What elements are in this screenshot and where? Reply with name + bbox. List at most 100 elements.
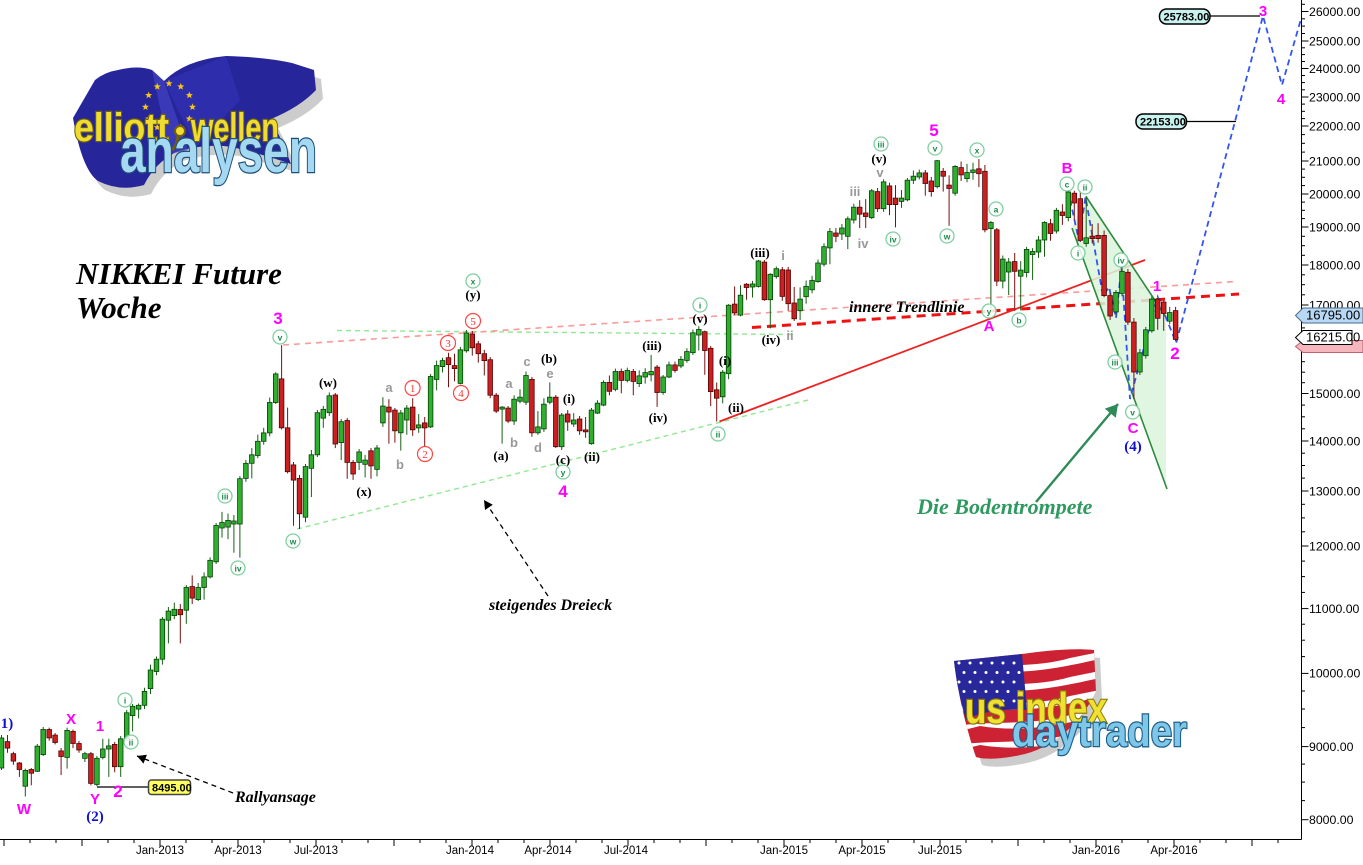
- svg-text:25000.00: 25000.00: [1309, 34, 1360, 48]
- svg-text:16795.00: 16795.00: [1306, 308, 1360, 323]
- svg-text:a: a: [505, 376, 513, 391]
- svg-text:iv: iv: [234, 564, 241, 574]
- svg-text:Apr-2015: Apr-2015: [838, 845, 885, 857]
- svg-text:(x): (x): [356, 484, 371, 499]
- svg-text:(iii): (iii): [750, 245, 770, 260]
- svg-text:ii: ii: [129, 738, 134, 748]
- svg-text:5: 5: [470, 316, 476, 328]
- svg-text:daytrader: daytrader: [1012, 707, 1187, 756]
- svg-text:3: 3: [273, 309, 282, 328]
- svg-text:c: c: [523, 354, 530, 369]
- svg-text:(w): (w): [319, 375, 337, 390]
- svg-text:(iv): (iv): [649, 410, 668, 425]
- svg-text:Rallyansage: Rallyansage: [234, 789, 316, 806]
- svg-text:v: v: [933, 144, 938, 154]
- svg-text:Apr-2014: Apr-2014: [524, 845, 572, 857]
- svg-text:iii: iii: [877, 140, 884, 150]
- svg-text:C: C: [1128, 420, 1139, 437]
- svg-text:22153.00: 22153.00: [1140, 117, 1186, 129]
- svg-text:X: X: [66, 711, 76, 728]
- svg-text:ii: ii: [716, 430, 721, 440]
- svg-text:14000.00: 14000.00: [1309, 434, 1360, 448]
- svg-text:(ii): (ii): [584, 449, 600, 464]
- svg-text:w: w: [289, 537, 297, 547]
- svg-text:iii: iii: [850, 184, 861, 199]
- svg-text:4: 4: [458, 388, 464, 400]
- svg-text:(v): (v): [692, 311, 707, 326]
- svg-text:(i): (i): [563, 391, 575, 406]
- svg-text:22000.00: 22000.00: [1309, 119, 1360, 133]
- svg-text:wellen: wellen: [190, 106, 279, 150]
- svg-text:11000.00: 11000.00: [1309, 602, 1360, 616]
- svg-text:1: 1: [410, 383, 416, 395]
- svg-text:i: i: [781, 248, 785, 263]
- svg-text:x: x: [471, 277, 476, 287]
- svg-text:w: w: [943, 232, 951, 242]
- svg-text:1): 1): [1, 716, 14, 732]
- svg-text:i: i: [124, 696, 126, 706]
- svg-text:v: v: [278, 333, 283, 343]
- svg-text:(ii): (ii): [728, 400, 744, 415]
- svg-text:8000.00: 8000.00: [1309, 813, 1354, 827]
- svg-text:(2): (2): [86, 809, 104, 825]
- svg-text:Jul-2013: Jul-2013: [294, 845, 338, 857]
- svg-text:Y: Y: [90, 791, 100, 808]
- svg-text:4: 4: [1277, 91, 1286, 108]
- svg-text:2: 2: [422, 449, 428, 461]
- svg-text:19000.00: 19000.00: [1309, 220, 1360, 234]
- svg-text:y: y: [987, 307, 992, 317]
- svg-text:v: v: [876, 165, 884, 180]
- svg-text:ii: ii: [786, 328, 793, 343]
- svg-text:21000.00: 21000.00: [1309, 154, 1360, 168]
- svg-text:Jan-2013: Jan-2013: [136, 845, 184, 857]
- svg-text:13000.00: 13000.00: [1309, 484, 1360, 498]
- svg-text:(y): (y): [465, 287, 480, 302]
- svg-text:i: i: [699, 301, 701, 311]
- svg-text:iv: iv: [889, 235, 896, 245]
- svg-text:(v): (v): [871, 151, 886, 166]
- svg-text:Apr-2016: Apr-2016: [1150, 845, 1197, 857]
- svg-text:us index: us index: [965, 684, 1107, 733]
- svg-text:2: 2: [1170, 344, 1179, 363]
- svg-text:analysen: analysen: [120, 117, 317, 186]
- svg-text:NIKKEI Future: NIKKEI Future: [75, 256, 282, 291]
- svg-text:A: A: [984, 318, 995, 335]
- svg-text:Jan-2015: Jan-2015: [760, 845, 808, 857]
- svg-text:3: 3: [1259, 3, 1267, 20]
- svg-text:Jan-2014: Jan-2014: [446, 845, 495, 857]
- svg-text:y: y: [561, 468, 566, 478]
- svg-text:(i): (i): [719, 353, 731, 368]
- svg-text:1: 1: [1153, 278, 1161, 295]
- svg-text:15000.00: 15000.00: [1309, 387, 1360, 401]
- svg-text:(iv): (iv): [762, 332, 781, 347]
- svg-text:1: 1: [96, 718, 104, 735]
- svg-text:3: 3: [445, 338, 451, 350]
- svg-text:iv: iv: [1117, 256, 1124, 266]
- svg-text:x: x: [975, 146, 980, 156]
- svg-text:10000.00: 10000.00: [1309, 667, 1360, 681]
- svg-text:Apr-2013: Apr-2013: [214, 845, 261, 857]
- svg-text:iv: iv: [858, 236, 870, 251]
- svg-text:a: a: [994, 205, 999, 215]
- svg-text:5: 5: [929, 121, 938, 140]
- svg-text:Jul-2015: Jul-2015: [918, 845, 962, 857]
- svg-text:(iii): (iii): [642, 338, 662, 353]
- svg-text:v: v: [1130, 408, 1135, 418]
- svg-text:steigendes Dreieck: steigendes Dreieck: [488, 597, 612, 614]
- svg-text:B: B: [1062, 160, 1073, 177]
- svg-text:23000.00: 23000.00: [1309, 90, 1360, 104]
- svg-text:c: c: [1065, 180, 1070, 190]
- svg-text:b: b: [396, 457, 404, 472]
- svg-text:Jul-2014: Jul-2014: [604, 845, 649, 857]
- svg-text:ii: ii: [1083, 183, 1088, 193]
- svg-text:(a): (a): [493, 448, 508, 463]
- svg-text:W: W: [17, 801, 32, 818]
- svg-text:12000.00: 12000.00: [1309, 539, 1360, 553]
- svg-text:24000.00: 24000.00: [1309, 62, 1360, 76]
- svg-text:(c): (c): [556, 452, 570, 467]
- svg-text:18000.00: 18000.00: [1309, 258, 1360, 272]
- svg-text:iii: iii: [221, 492, 228, 502]
- svg-text:elliott: elliott: [74, 106, 169, 150]
- svg-text:Die Bodentrompete: Die Bodentrompete: [916, 494, 1093, 519]
- svg-text:26000.00: 26000.00: [1309, 5, 1360, 19]
